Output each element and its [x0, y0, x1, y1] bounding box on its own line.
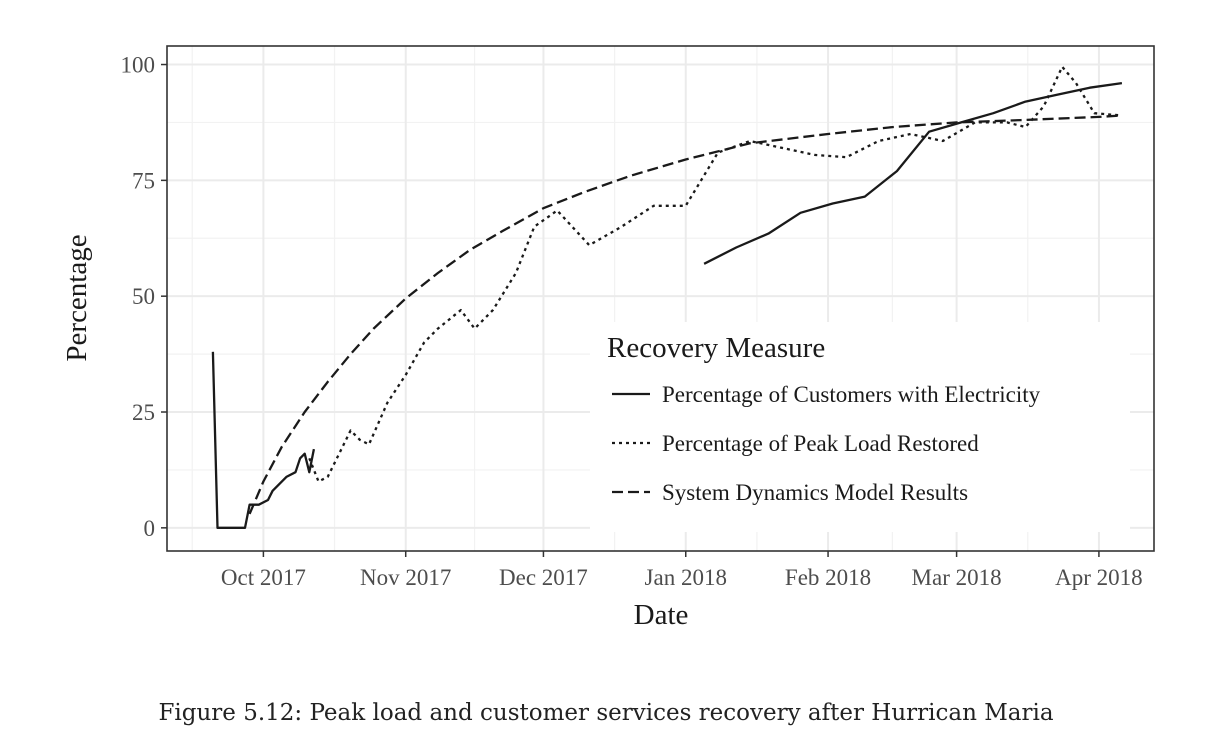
x-axis-title: Date [634, 599, 689, 631]
series-line-2 [308, 65, 1122, 483]
legend-label-customers: Percentage of Customers with Electricity [662, 382, 1041, 407]
x-tick-label: Feb 2018 [785, 565, 871, 590]
y-tick-label: 50 [132, 284, 155, 309]
legend: Recovery Measure Percentage of Customers… [590, 322, 1130, 532]
series-line-3 [248, 114, 1122, 515]
x-tick-label: Nov 2017 [360, 565, 451, 590]
x-tick-label: Jan 2018 [645, 565, 727, 590]
y-axis-title: Percentage [61, 234, 93, 361]
panel-border [166, 45, 1155, 552]
x-tick-label: Apr 2018 [1055, 565, 1143, 590]
legend-title: Recovery Measure [607, 332, 825, 364]
series-line-1 [211, 351, 316, 529]
y-axis: 0 25 50 75 100 [121, 53, 167, 541]
y-tick-label: 0 [144, 516, 156, 541]
x-axis: Oct 2017 Nov 2017 Dec 2017 Jan 2018 Feb 2018… [221, 551, 1143, 590]
plot-panel: Recovery Measure Percentage of Customers… [166, 45, 1155, 552]
series-layer [211, 65, 1123, 529]
y-tick-label: 75 [132, 168, 155, 193]
y-tick-label: 100 [121, 53, 156, 78]
x-tick-label: Mar 2018 [912, 565, 1002, 590]
legend-label-model: System Dynamics Model Results [662, 480, 968, 505]
figure-caption: Figure 5.12: Peak load and customer serv… [158, 700, 1054, 726]
x-tick-label: Dec 2017 [499, 565, 588, 590]
series-line-1 [703, 81, 1123, 265]
y-tick-label: 25 [132, 400, 155, 425]
legend-label-peak-load: Percentage of Peak Load Restored [662, 431, 979, 456]
x-tick-label: Oct 2017 [221, 565, 306, 590]
